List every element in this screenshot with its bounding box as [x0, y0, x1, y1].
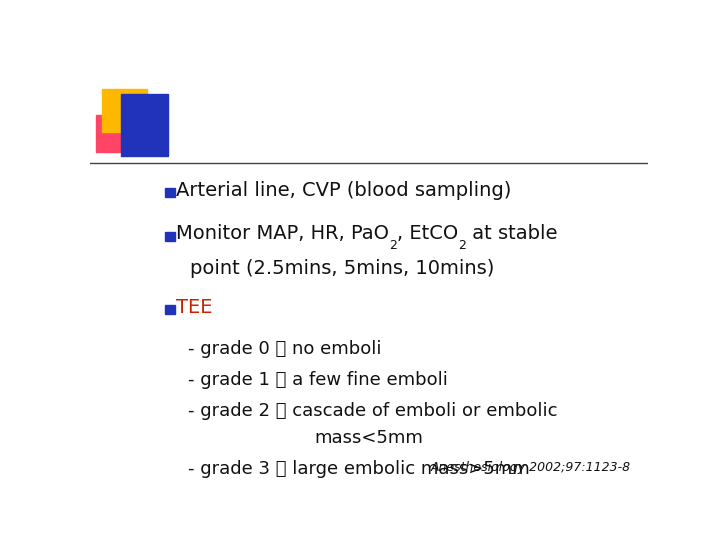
Text: TEE: TEE — [176, 298, 213, 317]
Text: 2: 2 — [390, 239, 397, 252]
Bar — [96, 115, 139, 152]
Text: - grade 2 ： cascade of emboli or embolic: - grade 2 ： cascade of emboli or embolic — [188, 402, 557, 420]
Text: Monitor MAP, HR, PaO: Monitor MAP, HR, PaO — [176, 225, 390, 244]
Text: Anesthesiology 2002;97:1123-8: Anesthesiology 2002;97:1123-8 — [431, 462, 631, 475]
Bar — [166, 232, 176, 241]
Bar — [121, 94, 168, 156]
Text: mass<5mm: mass<5mm — [314, 429, 423, 447]
Text: at stable: at stable — [467, 225, 558, 244]
Text: , EtCO: , EtCO — [397, 225, 459, 244]
Text: - grade 1 ： a few fine emboli: - grade 1 ： a few fine emboli — [188, 371, 448, 389]
Text: 2: 2 — [459, 239, 467, 252]
Text: point (2.5mins, 5mins, 10mins): point (2.5mins, 5mins, 10mins) — [190, 259, 495, 278]
Text: Arterial line, CVP (blood sampling): Arterial line, CVP (blood sampling) — [176, 181, 512, 200]
Bar — [166, 305, 176, 314]
Bar — [166, 188, 176, 197]
Text: - grade 0 ： no emboli: - grade 0 ： no emboli — [188, 340, 381, 358]
Text: - grade 3 ： large embolic mass>5mm: - grade 3 ： large embolic mass>5mm — [188, 461, 529, 478]
Bar — [102, 90, 147, 132]
